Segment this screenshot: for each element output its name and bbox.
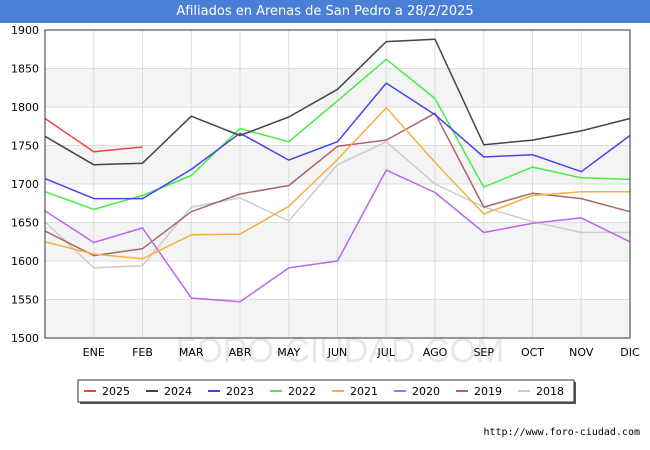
legend-label-2020: 2020 [412,385,440,398]
chart-title: Afiliados en Arenas de San Pedro a 28/2/… [0,0,650,23]
x-tick-label: AGO [423,346,448,359]
series-line-2018 [44,140,630,269]
series-line-2023 [44,82,631,200]
x-tick-label: OCT [521,346,544,359]
legend-label-2022: 2022 [288,385,316,398]
legend-label-2018: 2018 [536,385,564,398]
series-line-2021 [44,107,630,260]
y-tick-label: 1700 [11,178,39,191]
y-tick-label: 1650 [11,217,39,230]
legend-box [77,379,575,403]
x-tick-label: JUN [327,346,348,359]
legend-label-2024: 2024 [164,385,192,398]
y-tick-label: 1900 [11,24,39,37]
x-tick-label: ENE [83,346,105,359]
series-line-2022 [44,58,631,211]
legend-label-2021: 2021 [350,385,378,398]
series-line-2024 [44,38,631,166]
legend-label-2025: 2025 [102,385,130,398]
x-tick-label: NOV [569,346,594,359]
y-tick-label: 1600 [11,255,39,268]
series-lines [44,38,631,303]
series-line-2025 [44,117,143,153]
y-axis-ticks: 1500 1550 1600 1650 1700 1750 1800 1850 1900 [11,24,39,345]
x-tick-label: SEP [473,346,494,359]
legend-label-2019: 2019 [474,385,502,398]
x-tick-label: JUL [377,346,396,359]
y-tick-label: 1850 [11,63,39,76]
x-tick-label: ABR [229,346,252,359]
source-credit: http://www.foro-ciudad.com [483,427,640,438]
x-axis-ticks: ENE FEB MAR ABR MAY JUN JUL AGO SEP OCT NOV DIC [83,346,640,359]
y-tick-label: 1800 [11,101,39,114]
x-tick-label: MAR [179,346,204,359]
y-tick-label: 1750 [11,140,39,153]
y-tick-label: 1550 [11,294,39,307]
x-tick-label: MAY [277,346,300,359]
plot-border [44,29,631,339]
series-line-2019 [44,112,631,257]
x-tick-label: DIC [620,346,640,359]
series-line-2020 [44,169,631,303]
legend-label-2023: 2023 [226,385,254,398]
legend: 2025 2024 2023 2022 2021 2020 2019 2018 [77,379,576,404]
y-tick-label: 1500 [11,332,39,345]
x-tick-label: FEB [132,346,153,359]
